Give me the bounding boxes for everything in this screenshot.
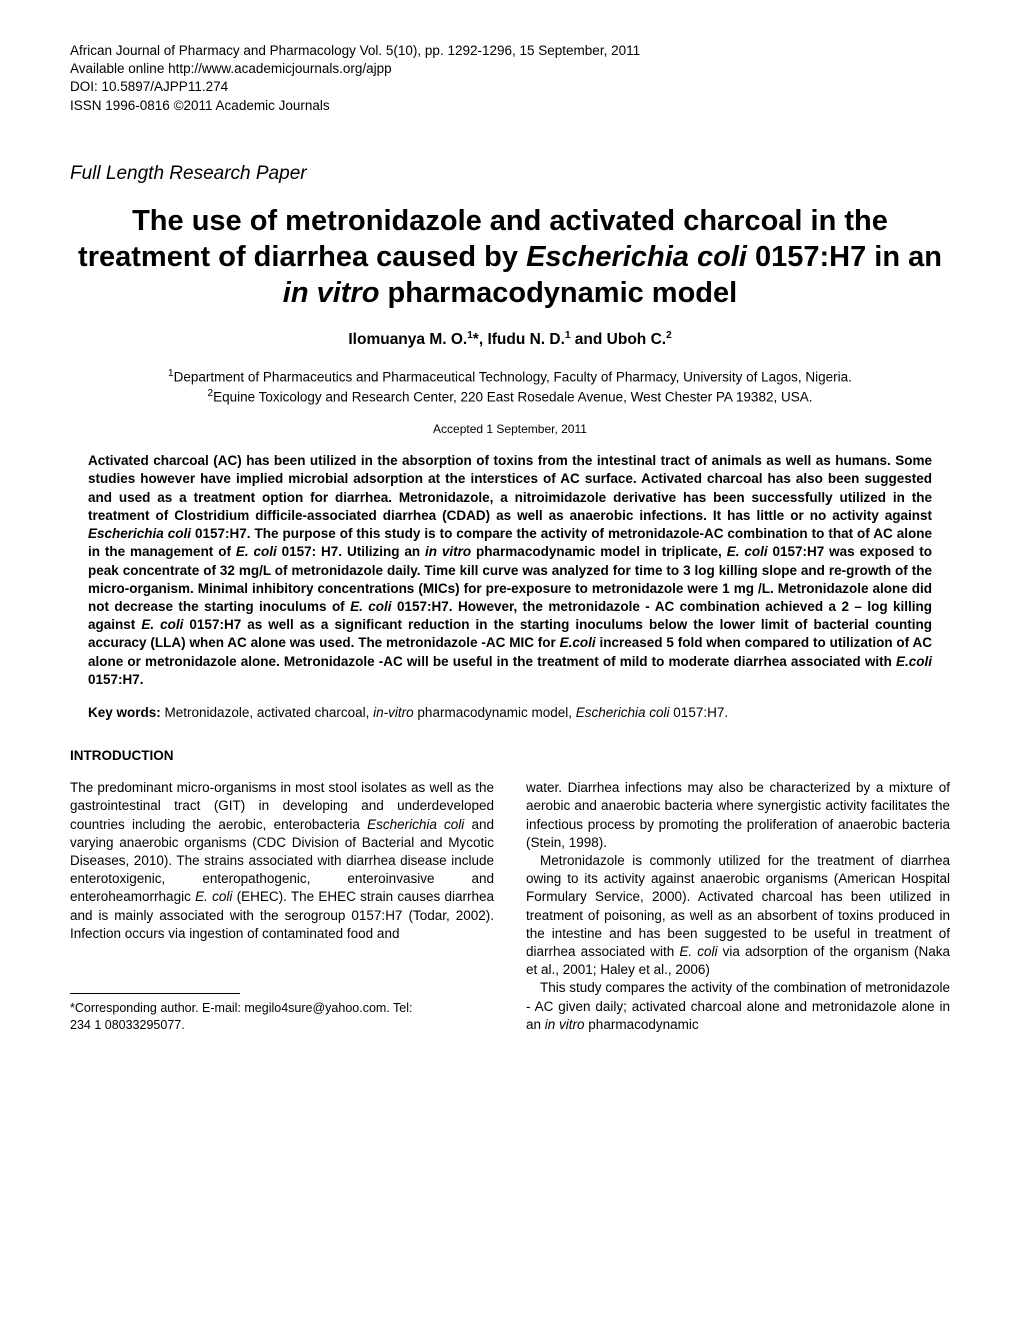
abstract-italic: Escherichia coli bbox=[88, 526, 191, 541]
keywords: Key words: Metronidazole, activated char… bbox=[88, 705, 932, 720]
column-left: The predominant micro-organisms in most … bbox=[70, 779, 494, 1034]
affiliation-line: 2Equine Toxicology and Research Center, … bbox=[70, 387, 950, 407]
journal-metadata: African Journal of Pharmacy and Pharmaco… bbox=[70, 42, 950, 115]
title-italic: in vitro bbox=[283, 277, 380, 309]
meta-line: Available online http://www.academicjour… bbox=[70, 60, 950, 78]
affiliation-line: 1Department of Pharmaceutics and Pharmac… bbox=[70, 367, 950, 387]
author-name: Uboh C. bbox=[607, 331, 666, 348]
keywords-label: Key words: bbox=[88, 705, 161, 720]
abstract-text: pharmacodynamic model in triplicate, bbox=[471, 544, 727, 559]
abstract-italic: E.coli bbox=[896, 654, 932, 669]
introduction-heading: INTRODUCTION bbox=[70, 748, 950, 763]
body-paragraph: This study compares the activity of the … bbox=[526, 979, 950, 1034]
title-italic: Escherichia coli bbox=[526, 241, 747, 273]
abstract-italic: E. coli bbox=[727, 544, 768, 559]
affiliations: 1Department of Pharmaceutics and Pharmac… bbox=[70, 367, 950, 406]
abstract-italic: in vitro bbox=[425, 544, 471, 559]
affil-text: Equine Toxicology and Research Center, 2… bbox=[213, 389, 812, 404]
abstract-text: 0157: H7. Utilizing an bbox=[277, 544, 425, 559]
abstract-text: 0157:H7. bbox=[88, 672, 144, 687]
keywords-text: pharmacodynamic model, bbox=[414, 705, 576, 720]
body-italic: E. coli bbox=[195, 889, 232, 904]
body-columns: The predominant micro-organisms in most … bbox=[70, 779, 950, 1034]
abstract-text: Activated charcoal (AC) has been utilize… bbox=[88, 453, 932, 523]
abstract-italic: E. coli bbox=[236, 544, 277, 559]
title-text: 0157:H7 in an bbox=[747, 241, 942, 273]
body-italic: in vitro bbox=[545, 1017, 585, 1032]
body-paragraph: Metronidazole is commonly utilized for t… bbox=[526, 852, 950, 980]
keywords-italic: Escherichia coli bbox=[576, 705, 670, 720]
body-text: pharmacodynamic bbox=[585, 1017, 699, 1032]
title-text: pharmacodynamic model bbox=[379, 277, 737, 309]
body-paragraph: The predominant micro-organisms in most … bbox=[70, 779, 494, 943]
footnote-separator bbox=[70, 993, 240, 994]
footnote-line: 234 1 08033295077. bbox=[70, 1017, 494, 1034]
meta-line: ISSN 1996-0816 ©2011 Academic Journals bbox=[70, 97, 950, 115]
author-sep: *, bbox=[473, 331, 488, 348]
paper-type-label: Full Length Research Paper bbox=[70, 163, 950, 185]
keywords-text: 0157:H7. bbox=[670, 705, 729, 720]
accepted-date: Accepted 1 September, 2011 bbox=[70, 422, 950, 436]
footnote-line: *Corresponding author. E-mail: megilo4su… bbox=[70, 1000, 494, 1017]
body-paragraph: water. Diarrhea infections may also be c… bbox=[526, 779, 950, 852]
author-sep: and bbox=[571, 331, 607, 348]
keywords-text: Metronidazole, activated charcoal, bbox=[161, 705, 373, 720]
body-italic: Escherichia coli bbox=[367, 817, 464, 832]
affil-text: Department of Pharmaceutics and Pharmace… bbox=[174, 369, 852, 384]
author-sup: 2 bbox=[666, 330, 672, 341]
meta-line: DOI: 10.5897/AJPP11.274 bbox=[70, 78, 950, 96]
author-name: Ilomuanya M. O. bbox=[348, 331, 467, 348]
abstract-italic: E. coli bbox=[141, 617, 183, 632]
author-name: Ifudu N. D. bbox=[487, 331, 565, 348]
authors-line: Ilomuanya M. O.1*, Ifudu N. D.1 and Uboh… bbox=[70, 330, 950, 349]
abstract-italic: E.coli bbox=[560, 635, 596, 650]
meta-line: African Journal of Pharmacy and Pharmaco… bbox=[70, 42, 950, 60]
column-right: water. Diarrhea infections may also be c… bbox=[526, 779, 950, 1034]
body-italic: E. coli bbox=[679, 944, 717, 959]
corresponding-author-footnote: *Corresponding author. E-mail: megilo4su… bbox=[70, 1000, 494, 1034]
abstract-italic: E. coli bbox=[350, 599, 391, 614]
keywords-italic: in-vitro bbox=[373, 705, 414, 720]
paper-title: The use of metronidazole and activated c… bbox=[70, 203, 950, 312]
abstract: Activated charcoal (AC) has been utilize… bbox=[88, 452, 932, 689]
